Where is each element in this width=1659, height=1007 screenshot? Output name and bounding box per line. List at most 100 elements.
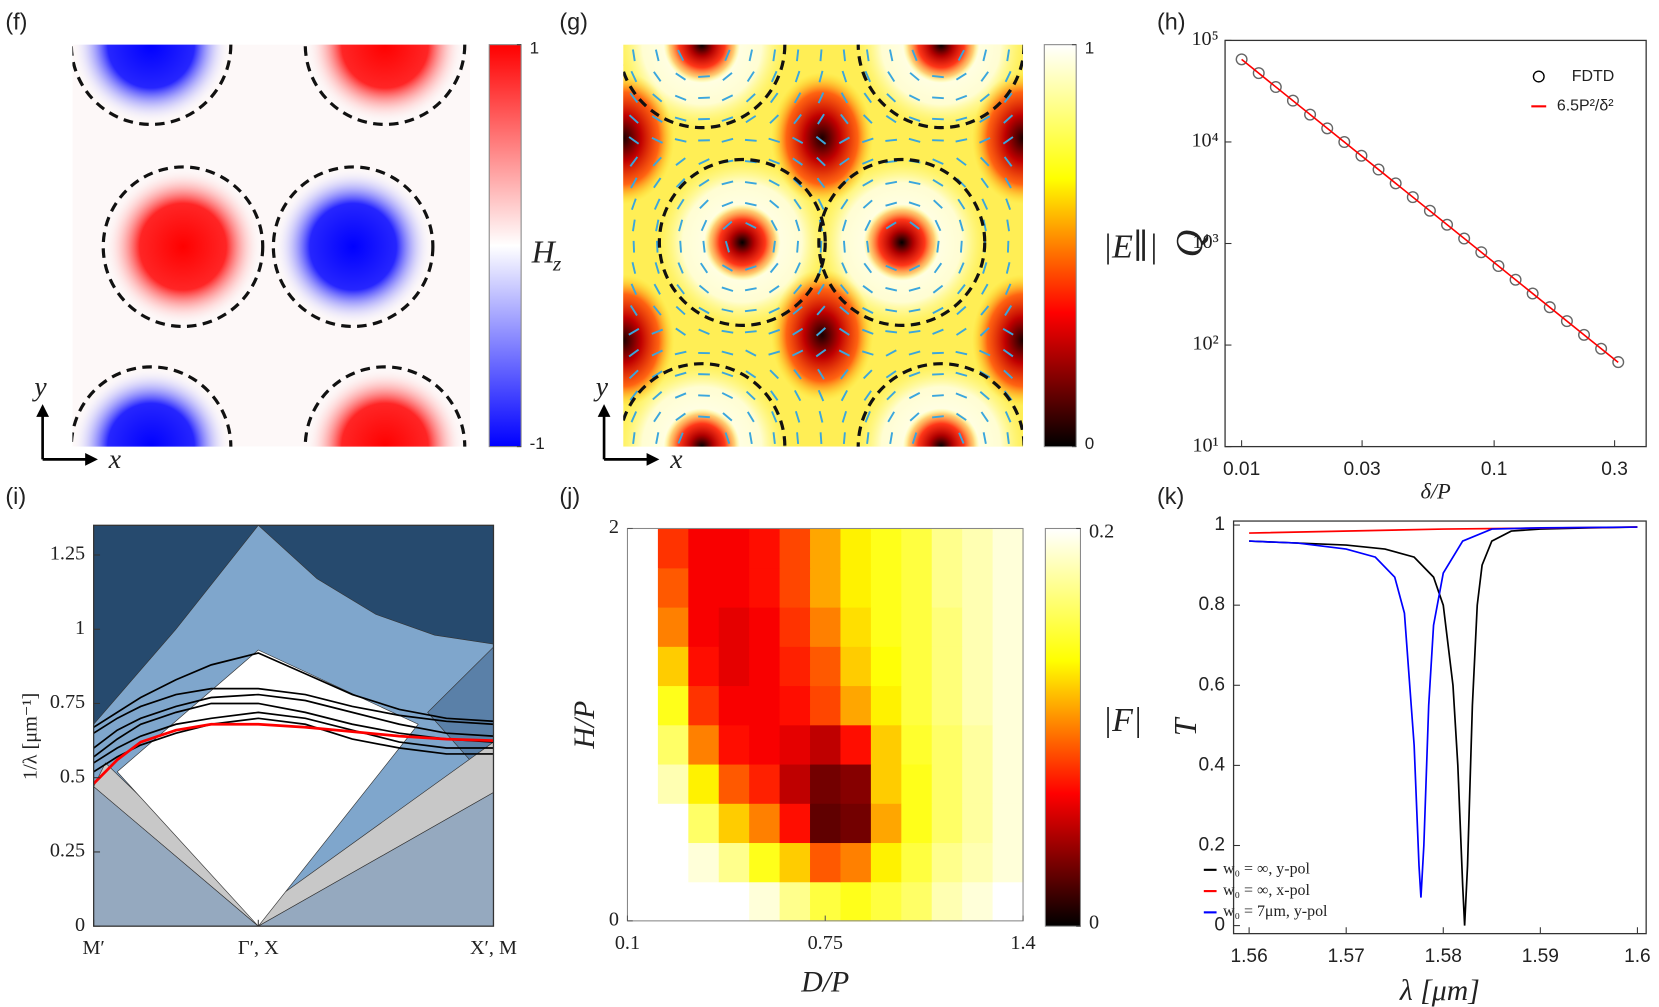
field-arrow [655, 240, 659, 253]
heatmap-cell [688, 881, 720, 922]
y-tick-label: 0 [609, 909, 619, 931]
field-arrow [675, 412, 686, 422]
field-arrow [653, 411, 662, 423]
field-arrow [955, 94, 968, 101]
heatmap-cell [688, 803, 720, 844]
field-arrow [838, 349, 851, 357]
heatmap-cell [931, 724, 963, 765]
colorbar-tick-label: 0.2 [1089, 520, 1114, 542]
field-arrow [794, 70, 801, 83]
field-arrow [817, 92, 825, 104]
field-arrow [908, 392, 921, 400]
heatmap-cell [992, 685, 1024, 726]
field-arrow [957, 198, 966, 210]
field-arrow [956, 284, 966, 295]
field-arrow [979, 391, 990, 401]
heatmap-cell [962, 528, 994, 569]
field-arrow [676, 198, 685, 210]
field-arrow [816, 156, 826, 167]
field-map [72, 44, 471, 447]
heatmap-cell [870, 606, 902, 647]
colorbar-label: |E∥| [1103, 229, 1158, 266]
heatmap-cell [840, 567, 872, 608]
field-arrow [819, 240, 823, 253]
field-arrow [842, 432, 846, 445]
field-arrow [792, 136, 804, 144]
field-arrow [864, 411, 871, 423]
heatmap-cell [657, 528, 689, 569]
field-arrow [721, 94, 734, 102]
field-arrow [796, 240, 800, 253]
x-tick-label: 1.57 [1328, 946, 1365, 967]
x-axis-label: D/P [800, 965, 849, 998]
field-arrow [698, 158, 710, 165]
heatmap-cell [992, 842, 1024, 883]
field-arrow [628, 136, 640, 145]
heatmap-cell [870, 763, 902, 804]
field-arrow [908, 264, 921, 272]
y-tick-label: 0.2 [1198, 835, 1225, 856]
field-arrow [655, 432, 660, 445]
legend-label: w₀ = 7μm, y-pol [1223, 903, 1328, 920]
field-arrow [745, 115, 757, 124]
field-arrow [932, 328, 944, 335]
heatmap-cell [718, 528, 750, 569]
field-arrow [746, 71, 755, 82]
field-arrow [654, 262, 660, 274]
field-arrow [817, 368, 825, 380]
heatmap-cell [840, 685, 872, 726]
heatmap-cell [931, 646, 963, 687]
field-arrow [721, 286, 734, 292]
field-arrow [818, 70, 824, 83]
field-arrow [909, 221, 920, 230]
heatmap-cell [749, 724, 781, 765]
field-arrow [745, 370, 757, 379]
boundary-circle [623, 362, 787, 447]
field-arrow [889, 49, 894, 62]
heatmap-cell [962, 842, 994, 883]
x-tick-label: 1.56 [1230, 946, 1267, 967]
field-arrow [698, 178, 710, 187]
field-arrow [885, 308, 898, 313]
field-arrow [843, 240, 846, 253]
x-tick-label: X′, M [470, 937, 517, 959]
field-arrow [632, 432, 636, 445]
field-arrow [675, 72, 687, 81]
heatmap-cell [931, 803, 963, 844]
axis-label: y [31, 371, 47, 402]
heatmap-cell [840, 763, 872, 804]
heatmap-cell [688, 528, 720, 569]
heatmap-cell [627, 842, 659, 883]
data-point [1252, 67, 1265, 80]
y-tick-label: 0.8 [1198, 594, 1225, 615]
y-tick-label: 10² [1192, 333, 1218, 355]
arrow-head [85, 452, 98, 466]
heatmap-cell [657, 763, 689, 804]
field-arrow [699, 262, 709, 274]
field-arrow [674, 138, 687, 143]
legend-label: 6.5P²/δ² [1557, 98, 1614, 115]
data-point [1526, 287, 1539, 300]
heatmap-cell [901, 763, 933, 804]
legend-swatch [1532, 70, 1545, 83]
field-arrow [652, 390, 663, 401]
field-arrow [744, 138, 757, 142]
field-arrow [654, 49, 660, 62]
heatmap-cell [718, 646, 750, 687]
field-arrow [841, 70, 848, 83]
heatmap-cell [840, 842, 872, 883]
field-arrow [1002, 327, 1014, 336]
heatmap-cell [718, 842, 750, 883]
heatmap-cell [657, 803, 689, 844]
field-arrow [628, 327, 640, 336]
field-saddle [623, 72, 675, 205]
y-tick-label: 10³ [1192, 231, 1218, 253]
field-arrow [676, 283, 685, 295]
field-arrow [979, 156, 990, 167]
field-arrow [932, 284, 944, 294]
y-axis-label: Q [1169, 230, 1211, 258]
field-arrow [700, 219, 708, 232]
data-line [1249, 526, 1638, 926]
field-arrow [721, 329, 734, 334]
heatmap-cell [931, 528, 963, 569]
